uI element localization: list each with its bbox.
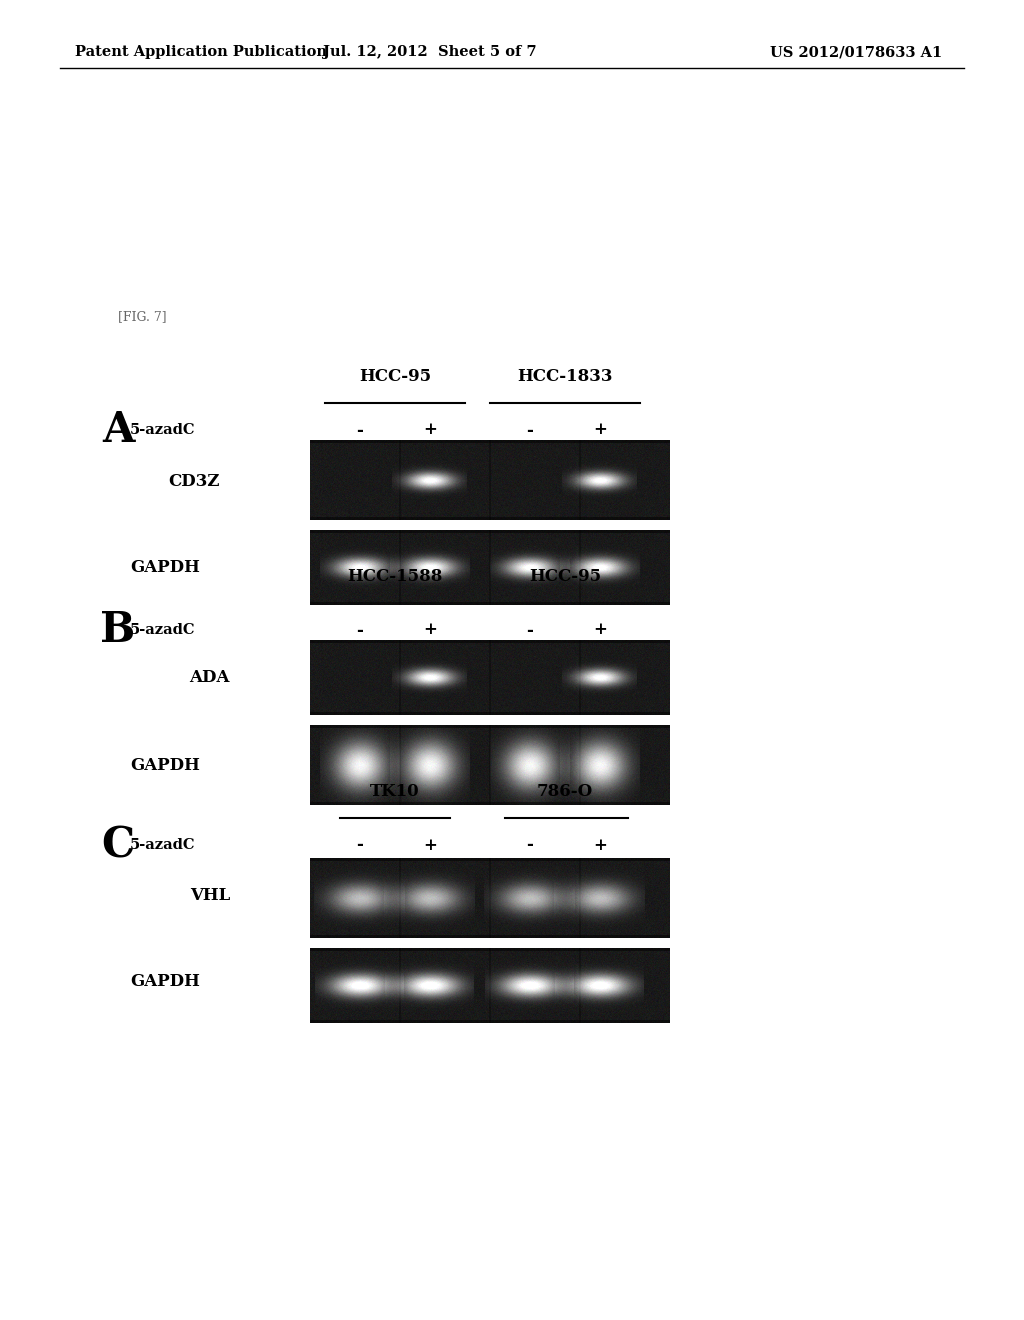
Text: US 2012/0178633 A1: US 2012/0178633 A1 bbox=[770, 45, 942, 59]
Text: +: + bbox=[423, 837, 437, 854]
Text: GAPDH: GAPDH bbox=[130, 974, 200, 990]
Text: CD3Z: CD3Z bbox=[169, 474, 220, 491]
Text: +: + bbox=[423, 421, 437, 438]
Text: GAPDH: GAPDH bbox=[130, 560, 200, 577]
Text: ADA: ADA bbox=[189, 668, 230, 685]
Text: A: A bbox=[101, 409, 134, 451]
Text: -: - bbox=[526, 837, 534, 854]
Text: HCC-95: HCC-95 bbox=[359, 368, 431, 385]
Text: B: B bbox=[100, 609, 135, 651]
Text: +: + bbox=[593, 622, 607, 639]
Text: -: - bbox=[526, 622, 534, 639]
Text: -: - bbox=[356, 837, 364, 854]
Text: +: + bbox=[593, 837, 607, 854]
Text: 5-azadC: 5-azadC bbox=[129, 623, 195, 638]
Text: HCC-1833: HCC-1833 bbox=[517, 368, 612, 385]
Text: 5-azadC: 5-azadC bbox=[129, 838, 195, 851]
Text: 5-azadC: 5-azadC bbox=[129, 422, 195, 437]
Text: [FIG. 7]: [FIG. 7] bbox=[118, 310, 167, 323]
Text: Patent Application Publication: Patent Application Publication bbox=[75, 45, 327, 59]
Text: -: - bbox=[356, 622, 364, 639]
Text: Jul. 12, 2012  Sheet 5 of 7: Jul. 12, 2012 Sheet 5 of 7 bbox=[324, 45, 537, 59]
Text: +: + bbox=[593, 421, 607, 438]
Text: -: - bbox=[526, 421, 534, 438]
Text: TK10: TK10 bbox=[371, 783, 420, 800]
Text: +: + bbox=[423, 622, 437, 639]
Text: 786-O: 786-O bbox=[537, 783, 593, 800]
Text: GAPDH: GAPDH bbox=[130, 756, 200, 774]
Text: -: - bbox=[356, 421, 364, 438]
Text: HCC-95: HCC-95 bbox=[529, 568, 601, 585]
Text: C: C bbox=[101, 824, 134, 866]
Text: HCC-1588: HCC-1588 bbox=[347, 568, 442, 585]
Text: VHL: VHL bbox=[189, 887, 230, 903]
